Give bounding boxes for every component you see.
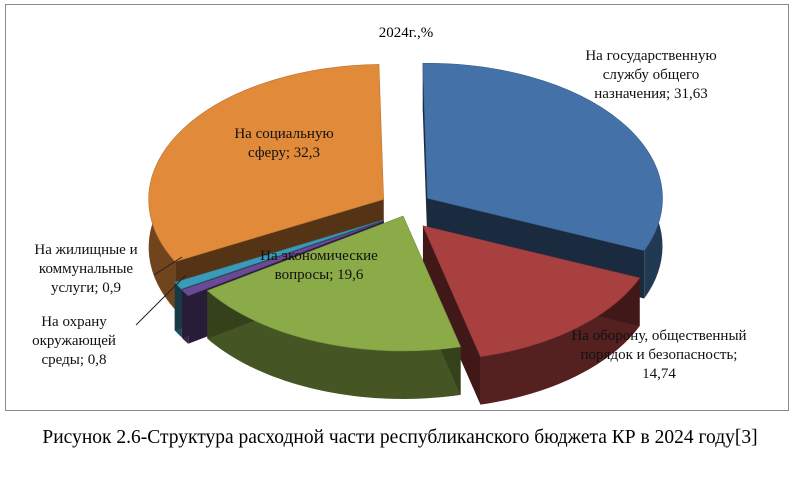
slice-wall-economy (207, 290, 461, 399)
slice-side-defense-1 (422, 225, 481, 405)
slice-wall-defense (480, 277, 640, 405)
slice-label-environment: На охрану окружающей среды; 0,8 (32, 314, 116, 368)
figure-caption: Рисунок 2.6-Структура расходной части ре… (42, 427, 758, 448)
slice-label-housing: На жилищные и коммунальные услуги; 0,9 (34, 242, 138, 296)
slice-label-economy: На экономические вопросы; 19,6 (260, 248, 378, 283)
slice-housing (174, 219, 384, 290)
slice-economy (206, 215, 462, 352)
slice-environment (181, 220, 385, 297)
slice-gov (422, 63, 663, 251)
slice-defense (422, 225, 641, 357)
pie-chart (135, 63, 663, 405)
chart-title: 2024г.,% (378, 25, 434, 41)
slice-social (148, 64, 384, 262)
leader-line-environment (135, 274, 187, 326)
leader-line-housing (153, 256, 183, 276)
chart-frame: 2024г.,% На государственную службу общег… (5, 4, 789, 411)
slice-label-social: На социальную сферу; 32,3 (234, 126, 334, 161)
slice-label-defense: На оборону, общественный порядок и безоп… (571, 328, 747, 382)
slice-label-gov: На государственную службу общего назначе… (585, 48, 717, 102)
slice-side-gov-0 (422, 63, 428, 247)
